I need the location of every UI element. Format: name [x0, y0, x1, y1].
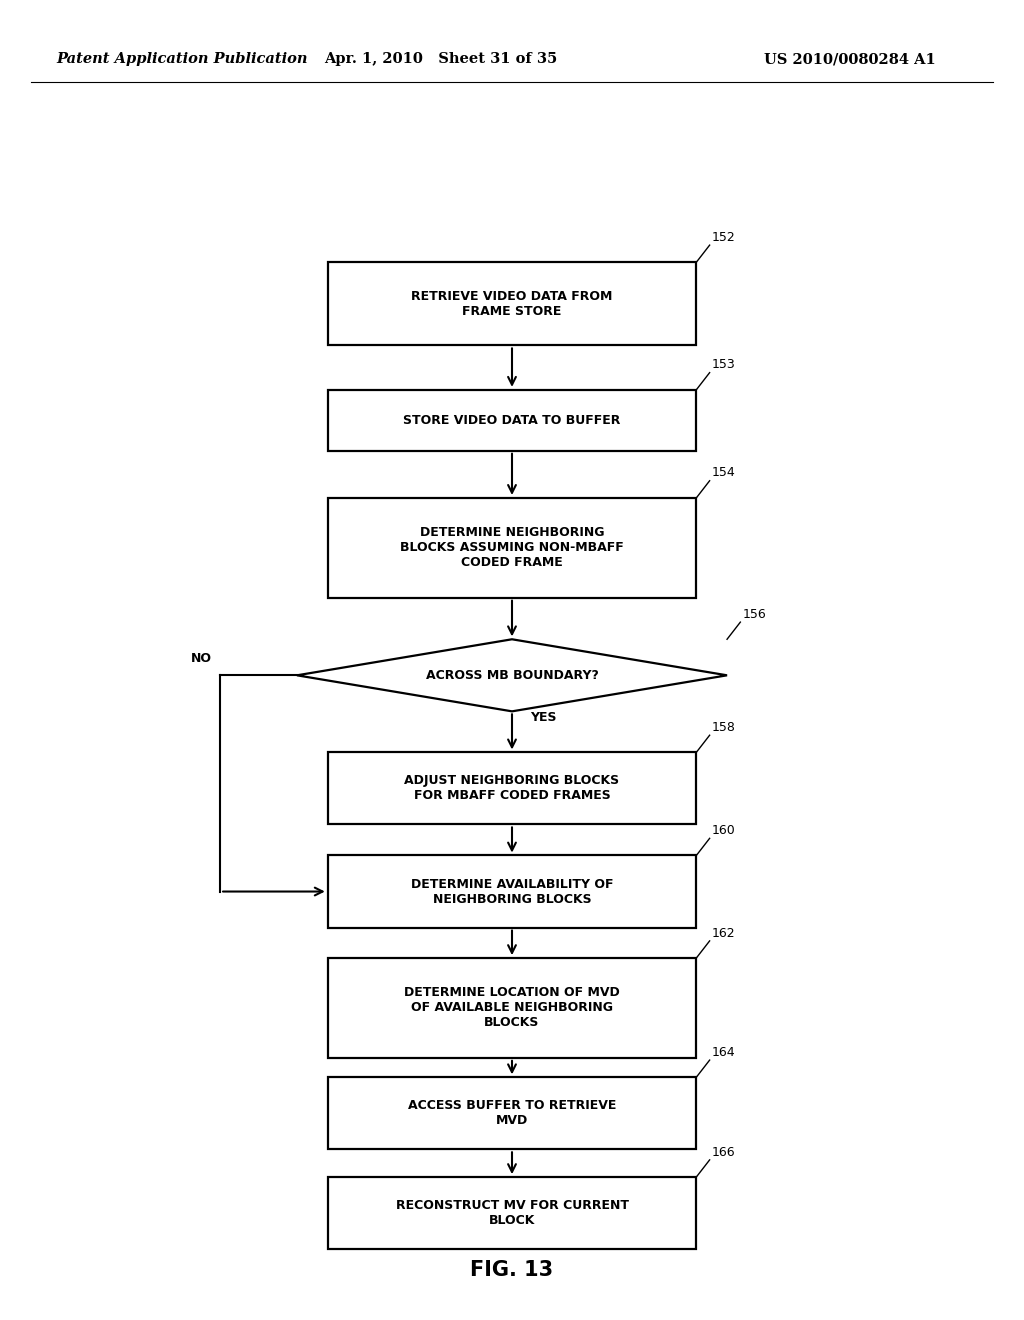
Text: Apr. 1, 2010   Sheet 31 of 35: Apr. 1, 2010 Sheet 31 of 35 [324, 53, 557, 66]
FancyBboxPatch shape [328, 1077, 696, 1150]
Text: Patent Application Publication: Patent Application Publication [56, 53, 308, 66]
Text: DETERMINE NEIGHBORING
BLOCKS ASSUMING NON-MBAFF
CODED FRAME: DETERMINE NEIGHBORING BLOCKS ASSUMING NO… [400, 527, 624, 569]
Text: ACCESS BUFFER TO RETRIEVE
MVD: ACCESS BUFFER TO RETRIEVE MVD [408, 1100, 616, 1127]
FancyBboxPatch shape [328, 958, 696, 1057]
Text: 153: 153 [712, 358, 735, 371]
Text: RETRIEVE VIDEO DATA FROM
FRAME STORE: RETRIEVE VIDEO DATA FROM FRAME STORE [412, 290, 612, 318]
Polygon shape [297, 639, 727, 711]
Text: YES: YES [530, 711, 557, 723]
Text: RECONSTRUCT MV FOR CURRENT
BLOCK: RECONSTRUCT MV FOR CURRENT BLOCK [395, 1199, 629, 1228]
FancyBboxPatch shape [328, 263, 696, 346]
Text: ACROSS MB BOUNDARY?: ACROSS MB BOUNDARY? [426, 669, 598, 682]
Text: ADJUST NEIGHBORING BLOCKS
FOR MBAFF CODED FRAMES: ADJUST NEIGHBORING BLOCKS FOR MBAFF CODE… [404, 775, 620, 803]
FancyBboxPatch shape [328, 752, 696, 825]
Text: STORE VIDEO DATA TO BUFFER: STORE VIDEO DATA TO BUFFER [403, 413, 621, 426]
FancyBboxPatch shape [328, 498, 696, 598]
Text: 158: 158 [712, 721, 735, 734]
FancyBboxPatch shape [328, 1177, 696, 1249]
FancyBboxPatch shape [328, 389, 696, 451]
Text: 156: 156 [742, 607, 766, 620]
Text: 160: 160 [712, 824, 735, 837]
FancyBboxPatch shape [328, 855, 696, 928]
Text: 154: 154 [712, 466, 735, 479]
Text: FIG. 13: FIG. 13 [470, 1259, 554, 1280]
Text: 162: 162 [712, 927, 735, 940]
Text: NO: NO [190, 652, 212, 665]
Text: 164: 164 [712, 1045, 735, 1059]
Text: DETERMINE AVAILABILITY OF
NEIGHBORING BLOCKS: DETERMINE AVAILABILITY OF NEIGHBORING BL… [411, 878, 613, 906]
Text: US 2010/0080284 A1: US 2010/0080284 A1 [764, 53, 936, 66]
Text: 166: 166 [712, 1146, 735, 1159]
Text: DETERMINE LOCATION OF MVD
OF AVAILABLE NEIGHBORING
BLOCKS: DETERMINE LOCATION OF MVD OF AVAILABLE N… [404, 986, 620, 1030]
Text: 152: 152 [712, 231, 735, 244]
